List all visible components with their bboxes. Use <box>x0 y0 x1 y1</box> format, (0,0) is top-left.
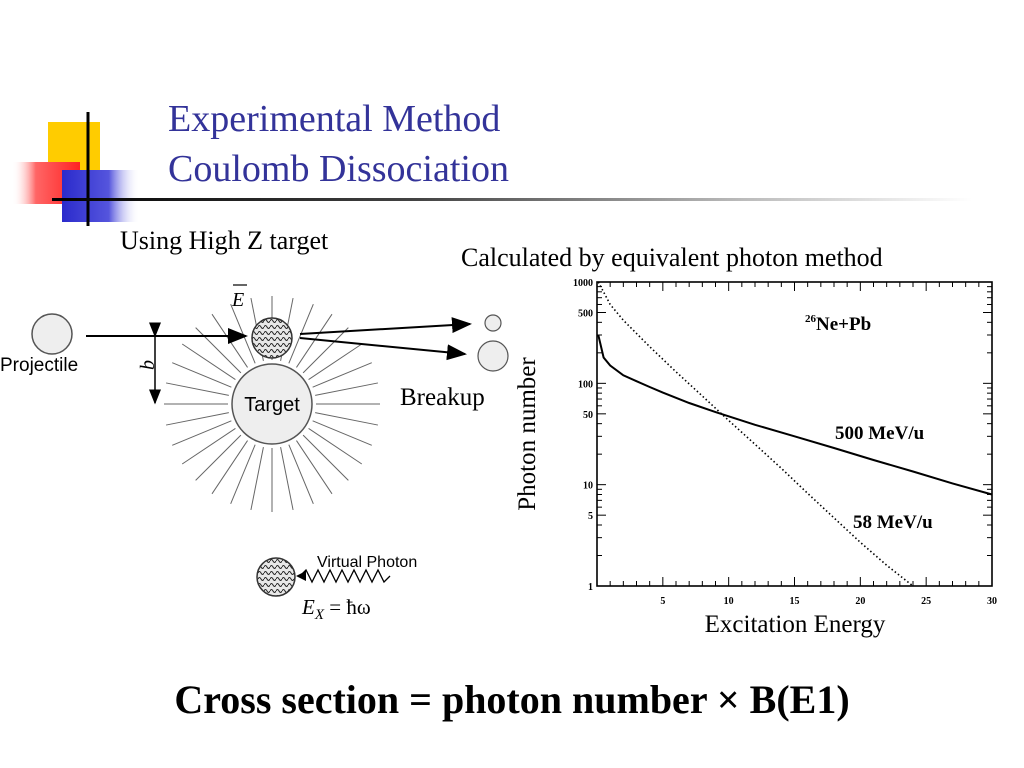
y-tick-label: 1 <box>588 582 593 593</box>
field-ray <box>312 362 372 388</box>
coulomb-diagram: Projectile b E Target Breakup Virtual Ph… <box>0 284 509 623</box>
field-ray <box>172 420 232 446</box>
y-tick-label: 100 <box>578 379 593 390</box>
field-ray <box>172 362 232 388</box>
series-line-58-mev <box>597 281 914 587</box>
field-ray <box>280 447 294 511</box>
field-ray <box>230 304 256 364</box>
projectile-label: Projectile <box>0 355 78 376</box>
slide-title: Experimental Method Coulomb Dissociation <box>168 94 509 194</box>
series-line-500-mev <box>597 334 993 496</box>
impact-parameter-label: b <box>137 360 159 370</box>
field-ray <box>308 343 363 380</box>
field-ray <box>165 412 229 426</box>
photon-energy-relation: EX = ħω <box>301 595 371 623</box>
y-tick-label: 500 <box>578 309 593 320</box>
field-ray <box>230 444 256 504</box>
cross-section-formula: Cross section = photon number × B(E1) <box>174 677 850 722</box>
title-line-1: Experimental Method <box>168 98 501 140</box>
field-label: E <box>231 289 244 311</box>
virtual-photon-wave <box>299 568 391 584</box>
reaction-annotation: 26Ne+Pb <box>805 313 871 335</box>
field-ray <box>250 447 264 511</box>
field-ray <box>288 444 314 504</box>
series-label-500: 500 MeV/u <box>835 423 925 444</box>
field-ray <box>165 382 229 396</box>
y-tick-label: 50 <box>583 410 593 421</box>
virtual-photon-label: Virtual Photon <box>317 554 417 571</box>
x-tick-label: 10 <box>724 596 734 607</box>
deco-blue-square <box>62 170 140 222</box>
field-ray <box>296 440 333 495</box>
field-ray <box>181 343 236 380</box>
x-axis-label: Excitation Energy <box>705 611 886 638</box>
excited-projectile <box>251 317 293 359</box>
breakup-fragment-2-arrow <box>299 337 467 361</box>
y-axis-label: Photon number <box>514 357 541 511</box>
virtual-photon-arrowhead <box>296 571 306 581</box>
field-ray <box>195 434 242 481</box>
x-tick-label: 25 <box>921 596 931 607</box>
breakup-fragment-1 <box>484 314 502 332</box>
y-tick-label: 10 <box>583 481 593 492</box>
field-ray <box>211 313 248 368</box>
virtual-photon-nucleus <box>256 557 296 597</box>
chart-curves <box>597 281 993 587</box>
y-tick-label: 5 <box>588 511 593 522</box>
field-ray <box>302 327 349 374</box>
breakup-label: Breakup <box>400 384 485 411</box>
field-ray <box>308 428 363 465</box>
field-ray <box>315 412 379 426</box>
title-underline <box>52 198 972 201</box>
field-ray <box>312 420 372 446</box>
x-tick-label: 20 <box>855 596 865 607</box>
y-tick-label: 1000 <box>573 278 593 289</box>
field-ray <box>296 313 333 368</box>
series-label-58: 58 MeV/u <box>853 512 933 533</box>
field-ray <box>181 428 236 465</box>
caption-right: Calculated by equivalent photon method <box>461 243 883 272</box>
breakup-fragment-2 <box>477 340 509 372</box>
x-tick-label: 5 <box>660 596 665 607</box>
target-circle <box>231 363 313 445</box>
projectile-circle <box>31 313 73 355</box>
field-ray <box>302 434 349 481</box>
title-decoration <box>12 112 140 226</box>
title-line-2: Coulomb Dissociation <box>168 148 509 190</box>
x-tick-label: 15 <box>790 596 800 607</box>
breakup-fragment-1-arrow <box>299 317 472 335</box>
field-ray <box>315 382 379 396</box>
target-label: Target <box>244 394 300 416</box>
x-tick-label: 30 <box>987 596 997 607</box>
target-field-lines <box>164 296 380 512</box>
field-ray <box>211 440 248 495</box>
plot-frame <box>596 281 993 587</box>
caption-left: Using High Z target <box>120 226 329 255</box>
field-ray <box>195 327 242 374</box>
